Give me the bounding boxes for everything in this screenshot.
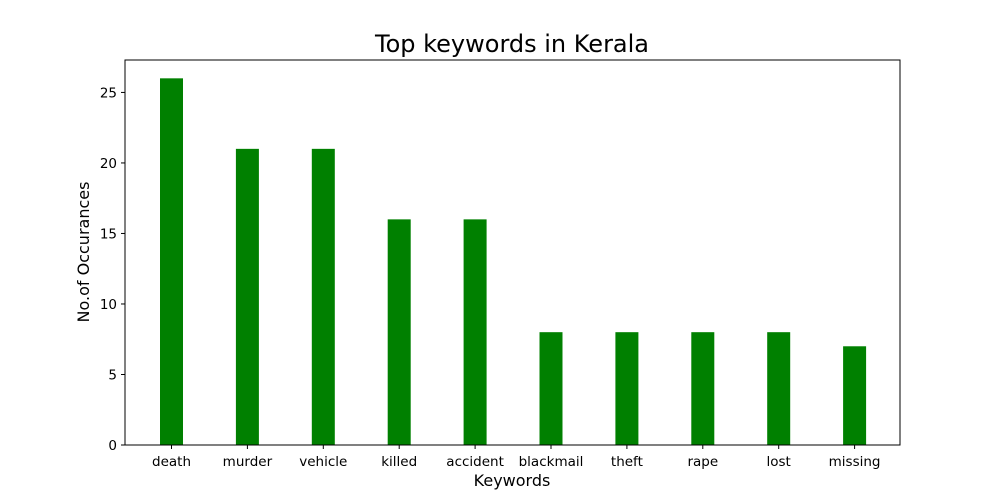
bar-death [160, 78, 183, 445]
x-tick-label: lost [767, 454, 791, 470]
x-tick-label: vehicle [299, 454, 347, 470]
x-axis-title: Keywords [474, 471, 551, 490]
x-tick-label: accident [446, 454, 504, 470]
x-tick-label: rape [687, 454, 718, 470]
bar-vehicle [311, 148, 335, 445]
x-tick-label: blackmail [519, 454, 584, 470]
bar-rape [691, 332, 715, 445]
x-tick-label: murder [223, 454, 273, 470]
plot-area [160, 78, 867, 445]
y-axis: 0 5 10 15 20 25 [100, 85, 125, 454]
y-axis-title: No.of Occurances [74, 182, 93, 323]
plot-frame [124, 59, 901, 446]
bar-missing [843, 346, 867, 445]
bar-theft [615, 332, 639, 445]
chart-title: Top keywords in Kerala [374, 30, 649, 58]
bar-murder [235, 148, 259, 445]
x-tick-label: death [152, 454, 191, 470]
x-tick-label: missing [829, 454, 881, 470]
x-axis: death murder vehicle killed accident blackmai… [152, 445, 881, 470]
bar-accident [463, 219, 487, 445]
y-tick-label: 25 [100, 85, 117, 101]
y-tick-label: 0 [108, 438, 117, 454]
bar-killed [387, 219, 411, 445]
y-tick-label: 10 [100, 297, 117, 313]
y-tick-label: 20 [100, 156, 117, 172]
x-tick-label: killed [381, 454, 417, 470]
x-tick-label: theft [611, 454, 643, 470]
y-tick-label: 5 [108, 367, 117, 383]
bar-lost [767, 332, 791, 445]
y-tick-label: 15 [100, 226, 117, 242]
bar-blackmail [539, 332, 563, 445]
